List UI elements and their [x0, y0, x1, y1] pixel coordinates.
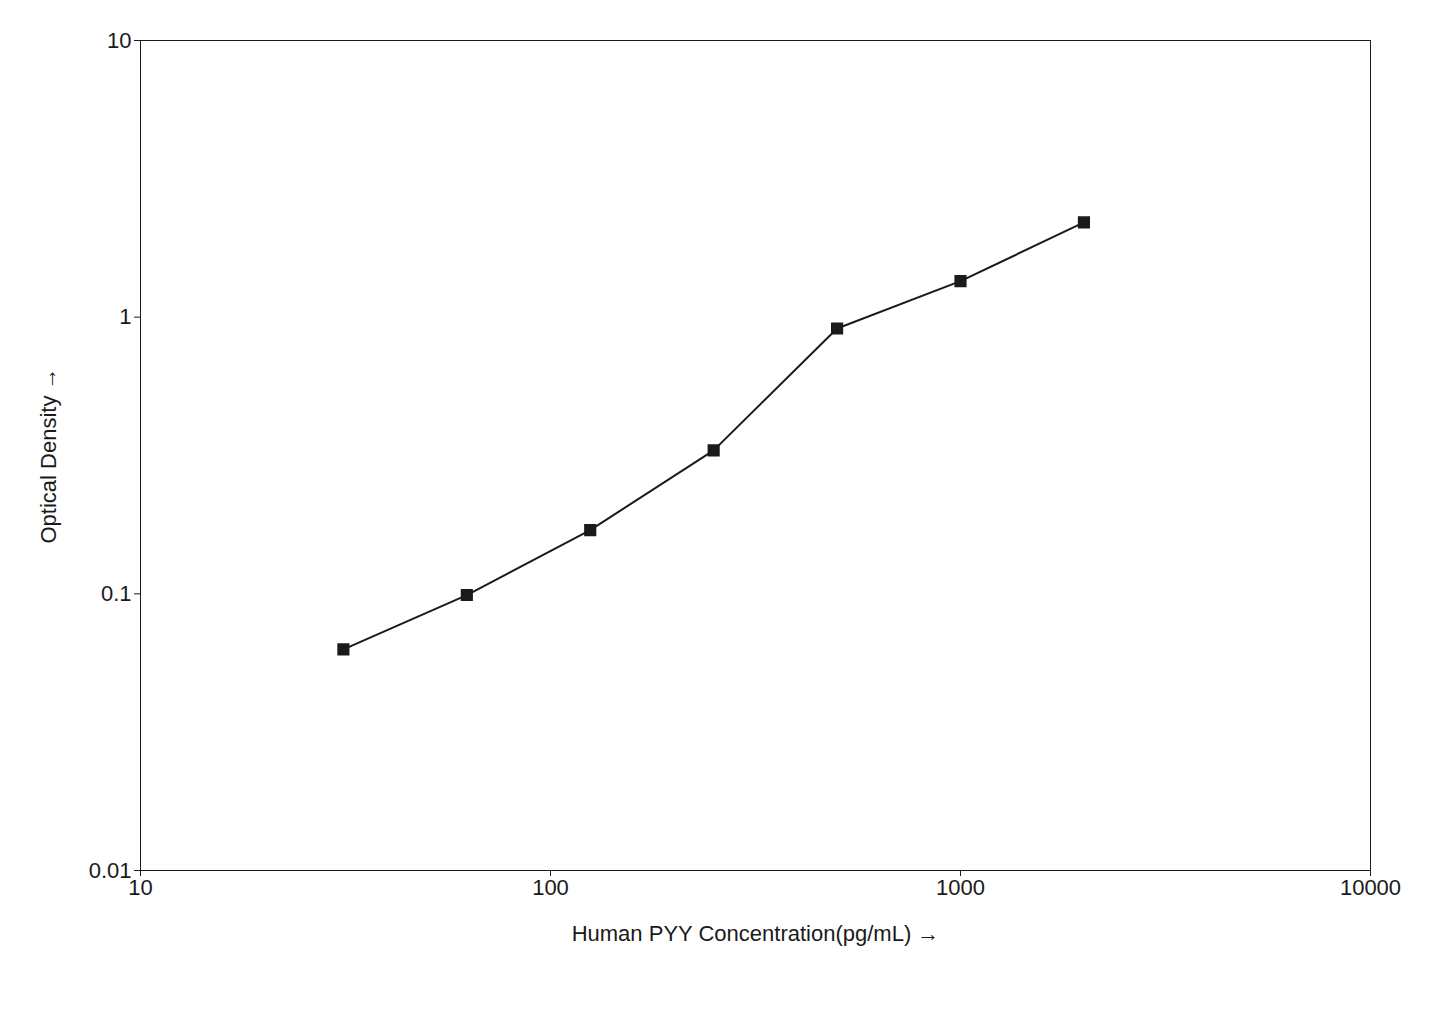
- svg-text:10: 10: [107, 28, 131, 53]
- svg-text:10: 10: [128, 875, 152, 900]
- svg-text:1: 1: [119, 304, 131, 329]
- svg-text:10000: 10000: [1340, 875, 1401, 900]
- svg-text:0.01: 0.01: [89, 858, 132, 883]
- svg-text:Optical Density →: Optical Density →: [36, 367, 61, 543]
- svg-text:0.1: 0.1: [101, 581, 132, 606]
- svg-text:Human PYY Concentration(pg/mL): Human PYY Concentration(pg/mL) →: [572, 921, 940, 946]
- svg-text:1000: 1000: [936, 875, 985, 900]
- svg-text:100: 100: [532, 875, 569, 900]
